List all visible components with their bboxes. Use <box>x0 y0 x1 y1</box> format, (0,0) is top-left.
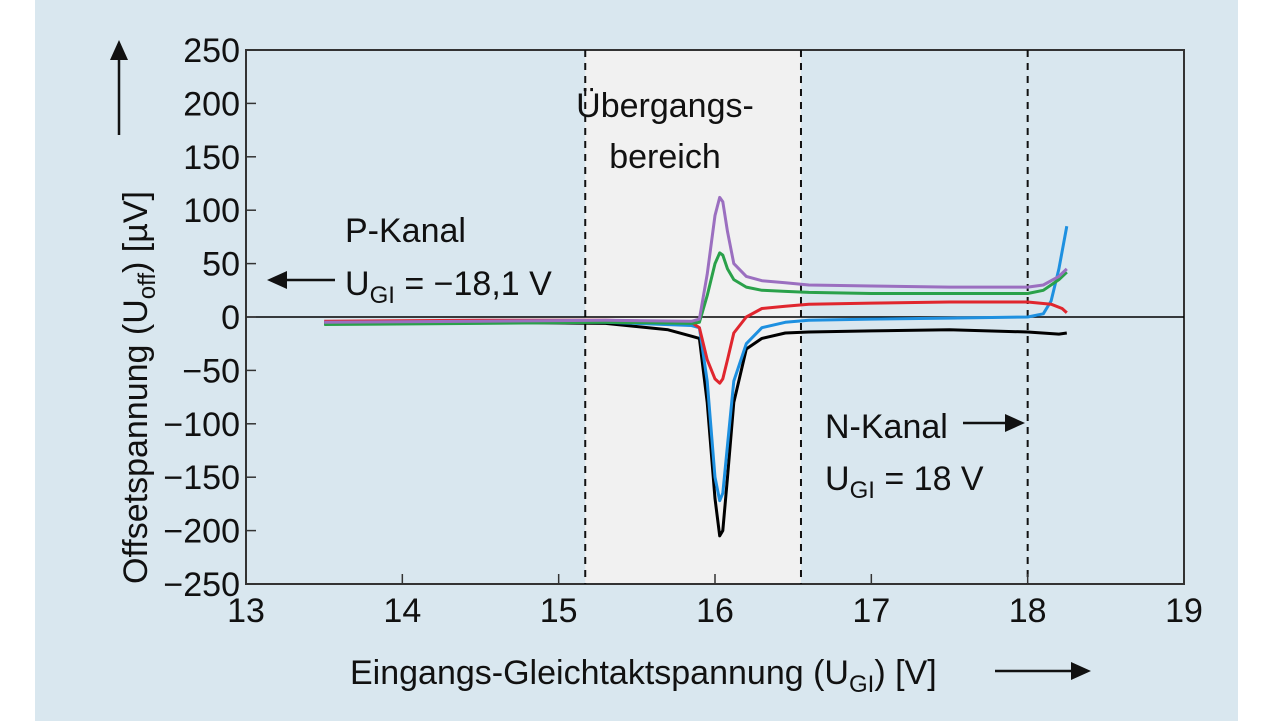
x-tick-label: 18 <box>1009 592 1047 630</box>
chart-svg: 250 200 150 100 50 0 −50 −100 −150 −200 −250 13 14 1… <box>110 32 1203 698</box>
series-line-0 <box>324 320 1068 538</box>
n-channel-label: N-Kanal <box>825 408 948 446</box>
chart-figure: 250 200 150 100 50 0 −50 −100 −150 −200 −250 13 14 1… <box>35 0 1238 721</box>
x-tick-label: 15 <box>540 592 578 630</box>
y-tick-label: 50 <box>202 246 240 284</box>
y-tick-label: 0 <box>221 299 240 337</box>
region-label-line1: Übergangs- <box>576 87 754 125</box>
x-axis-label-tail: ) [V] <box>874 654 936 692</box>
series-line-4 <box>324 195 1068 324</box>
y-axis-arrow <box>110 40 128 135</box>
x-axis-label-sub: GI <box>849 671 874 698</box>
y-axis-label-tail: ) [µV] <box>117 191 155 273</box>
y-axis-label: Offsetspannung (Uoff) [µV] <box>117 191 161 584</box>
y-tick-label: −100 <box>163 406 240 444</box>
y-tick-label: −150 <box>163 459 240 497</box>
y-tick-label: −250 <box>163 566 240 604</box>
x-axis-label: Eingangs-Gleichtaktspannung (UGI) [V] <box>350 654 937 698</box>
x-axis-arrow <box>995 662 1091 680</box>
y-axis-label-sub: off <box>134 273 161 300</box>
y-tick-label: −200 <box>163 513 240 551</box>
n-channel-arrow <box>963 414 1025 432</box>
y-tick-label: 150 <box>183 139 240 177</box>
x-tick-label: 17 <box>852 592 890 630</box>
y-tick-label: −50 <box>182 352 240 390</box>
series-line-3 <box>324 251 1068 326</box>
y-tick-label: 250 <box>183 32 240 70</box>
x-tick-label: 16 <box>696 592 734 630</box>
y-tick-label: 100 <box>183 192 240 230</box>
p-channel-label: P-Kanal <box>345 212 466 250</box>
x-tick-label: 19 <box>1165 592 1203 630</box>
x-tick-label: 13 <box>227 592 265 630</box>
p-channel-equation: UGI = −18,1 V <box>345 265 552 309</box>
p-channel-arrow <box>267 271 335 289</box>
y-tick-label: 200 <box>183 85 240 123</box>
n-channel-equation: UGI = 18 V <box>825 460 984 504</box>
region-label-line2: bereich <box>609 138 721 176</box>
x-tick-label: 14 <box>383 592 421 630</box>
